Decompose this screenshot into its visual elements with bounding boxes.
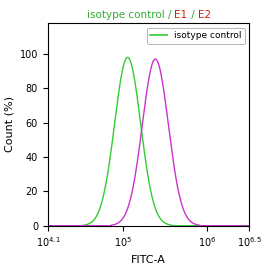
- Legend: isotype control: isotype control: [147, 27, 245, 44]
- Y-axis label: Count (%): Count (%): [4, 96, 14, 152]
- Text: isotype control /: isotype control /: [87, 10, 174, 20]
- X-axis label: FITC-A: FITC-A: [131, 255, 166, 265]
- Text: E2: E2: [198, 10, 211, 20]
- Text: /: /: [188, 10, 198, 20]
- Text: E1: E1: [174, 10, 188, 20]
